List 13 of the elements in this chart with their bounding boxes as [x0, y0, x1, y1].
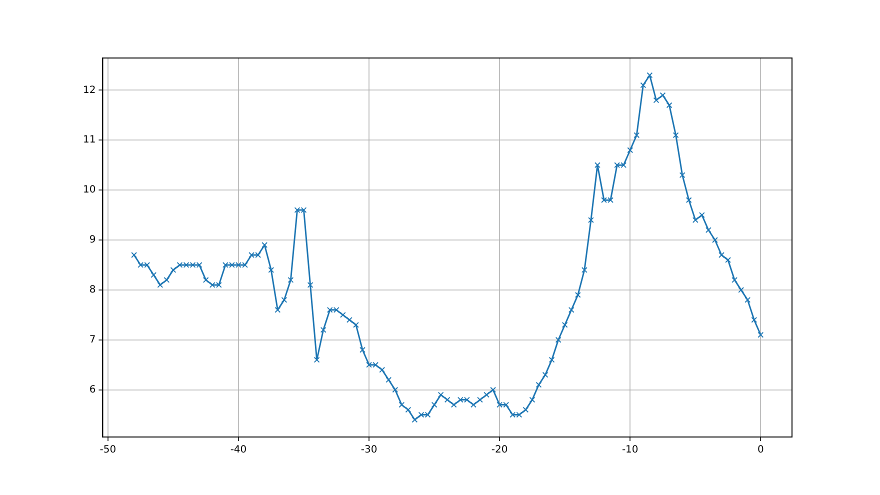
y-tick-label: 10 — [82, 184, 96, 196]
y-tick-label: 11 — [82, 134, 96, 146]
y-tick-label: 7 — [89, 334, 96, 346]
x-tick-label: -50 — [100, 444, 116, 456]
x-tick-label: 0 — [757, 444, 764, 456]
y-tick-label: 9 — [89, 234, 96, 246]
y-tick-label: 8 — [89, 284, 96, 296]
x-tick-label: -20 — [491, 444, 508, 456]
x-tick-label: -10 — [622, 444, 638, 456]
y-tick-label: 12 — [82, 84, 96, 96]
x-tick-label: -30 — [360, 444, 378, 456]
x-tick-label: -40 — [230, 444, 247, 456]
y-tick-label: 6 — [89, 384, 96, 396]
